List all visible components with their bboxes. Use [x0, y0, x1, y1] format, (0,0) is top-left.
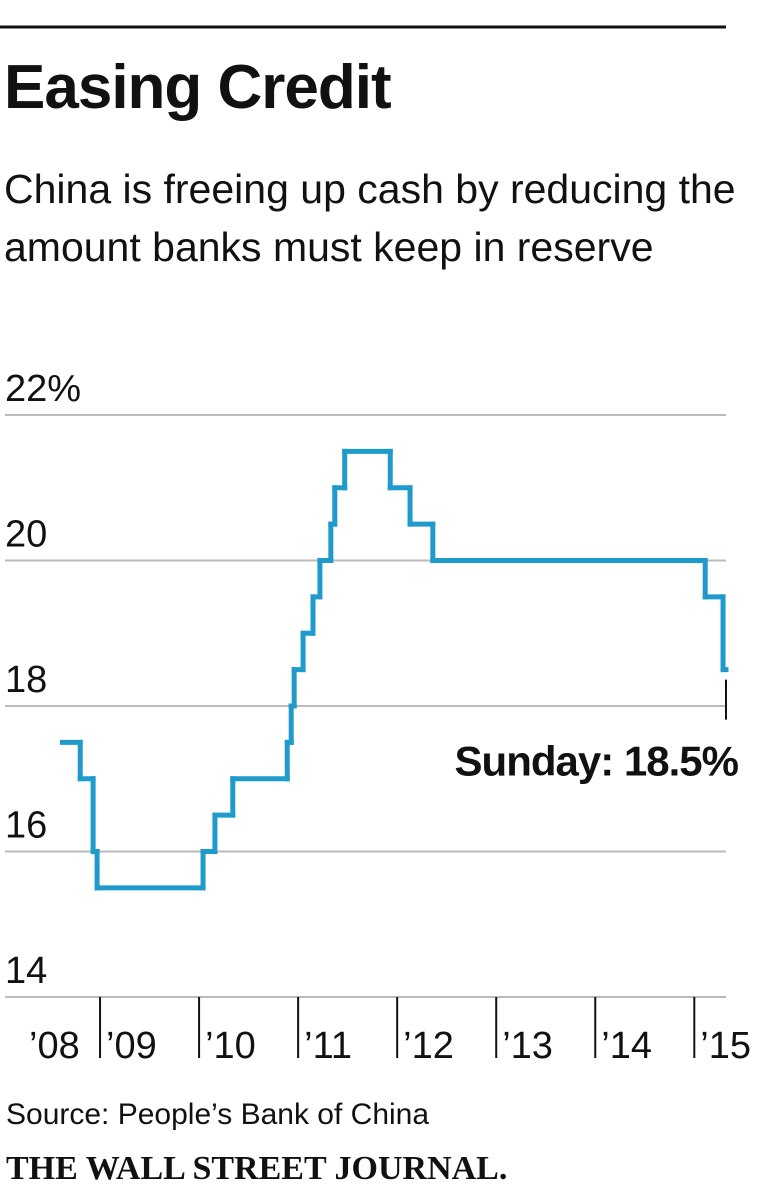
x-tick-label: ’10 [205, 1025, 256, 1067]
y-tick-label: 14 [5, 950, 47, 992]
brand: THE WALL STREET JOURNAL. [6, 1150, 508, 1187]
x-tick-label: ’13 [502, 1025, 553, 1067]
y-tick-label: 18 [5, 659, 47, 701]
annotation: Sunday: 18.5% [455, 738, 739, 785]
x-tick-label: ’15 [700, 1025, 751, 1067]
x-tick-label: ’12 [403, 1025, 454, 1067]
chart-subtitle: China is freeing up cash by reducing the… [4, 166, 736, 270]
x-tick-label: ’09 [106, 1025, 157, 1067]
x-tick-label: ’11 [304, 1025, 352, 1067]
y-tick-label: 20 [5, 514, 47, 556]
x-tick-label: ’08 [29, 1025, 80, 1067]
x-tick-label: ’14 [601, 1025, 652, 1067]
chart-title: Easing Credit [4, 53, 392, 122]
y-tick-label: 16 [5, 805, 47, 847]
source-note: Source: People’s Bank of China [6, 1098, 430, 1131]
y-tick-label: 22% [5, 368, 81, 410]
